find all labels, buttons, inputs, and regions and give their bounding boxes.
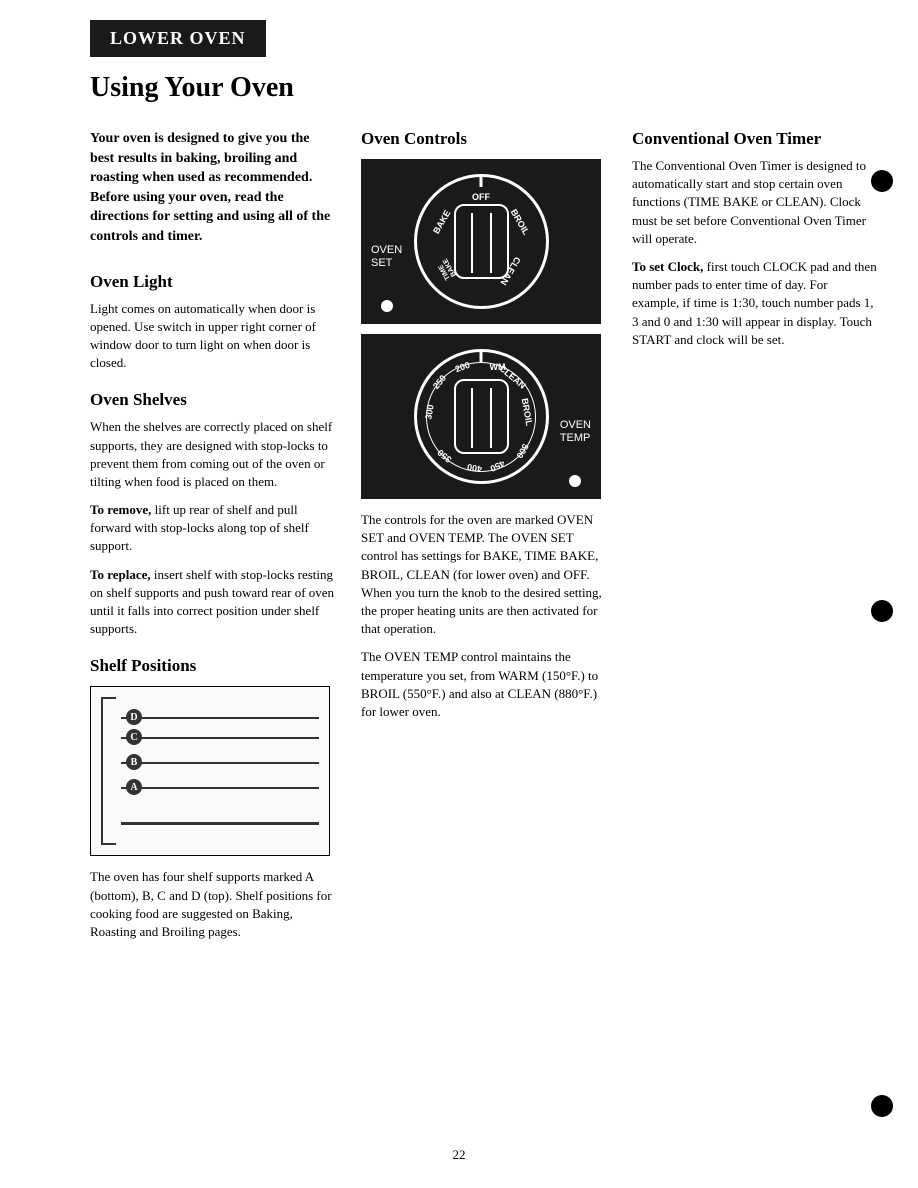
oven-light-heading: Oven Light (90, 272, 336, 292)
controls-body-2: The OVEN TEMP control maintains the temp… (361, 648, 607, 721)
controls-body-1: The controls for the oven are marked OVE… (361, 511, 607, 638)
oven-set-dial: OFF BROIL BAKE CLEAN TIME BAKE (414, 174, 549, 309)
timer-body-1: The Conventional Oven Timer is designed … (632, 157, 878, 248)
column-1: Your oven is designed to give you the be… (90, 129, 336, 951)
shelf-positions-diagram: D C B A (90, 686, 330, 856)
shelves-body-1: When the shelves are correctly placed on… (90, 418, 336, 491)
timer-clock-body: To set Clock, first touch CLOCK pad and … (632, 258, 878, 349)
shelf-positions-body: The oven has four shelf supports marked … (90, 868, 336, 941)
hole-punch-icon (871, 1095, 893, 1117)
oven-light-body: Light comes on automatically when door i… (90, 300, 336, 373)
oven-set-dial-panel: OVEN SET OFF BROIL BAKE CLEAN TIME BAKE (361, 159, 601, 324)
shelves-replace: To replace, insert shelf with stop-locks… (90, 566, 336, 639)
hole-punch-icon (871, 170, 893, 192)
intro-paragraph: Your oven is designed to give you the be… (90, 129, 336, 247)
hole-punch-icon (871, 600, 893, 622)
oven-temp-dial-panel: OVEN TEMP WM CLEAN BROIL 500 450 400 350… (361, 334, 601, 499)
column-3: Conventional Oven Timer The Conventional… (632, 129, 878, 951)
page-title: Using Your Oven (90, 72, 878, 104)
oven-temp-dial: WM CLEAN BROIL 500 450 400 350 300 250 2… (414, 349, 549, 484)
section-tab: LOWER OVEN (90, 20, 266, 57)
oven-controls-heading: Oven Controls (361, 129, 607, 149)
oven-temp-label: OVEN TEMP (560, 419, 591, 445)
shelf-positions-heading: Shelf Positions (90, 656, 336, 676)
timer-heading: Conventional Oven Timer (632, 129, 878, 149)
oven-set-label: OVEN SET (371, 244, 402, 270)
column-2: Oven Controls OVEN SET OFF BROIL BAKE CL… (361, 129, 607, 951)
oven-shelves-heading: Oven Shelves (90, 390, 336, 410)
indicator-dot-icon (381, 300, 393, 312)
page-number: 22 (453, 1147, 466, 1163)
shelves-remove: To remove, lift up rear of shelf and pul… (90, 501, 336, 556)
content-columns: Your oven is designed to give you the be… (90, 129, 878, 951)
indicator-dot-icon (569, 475, 581, 487)
